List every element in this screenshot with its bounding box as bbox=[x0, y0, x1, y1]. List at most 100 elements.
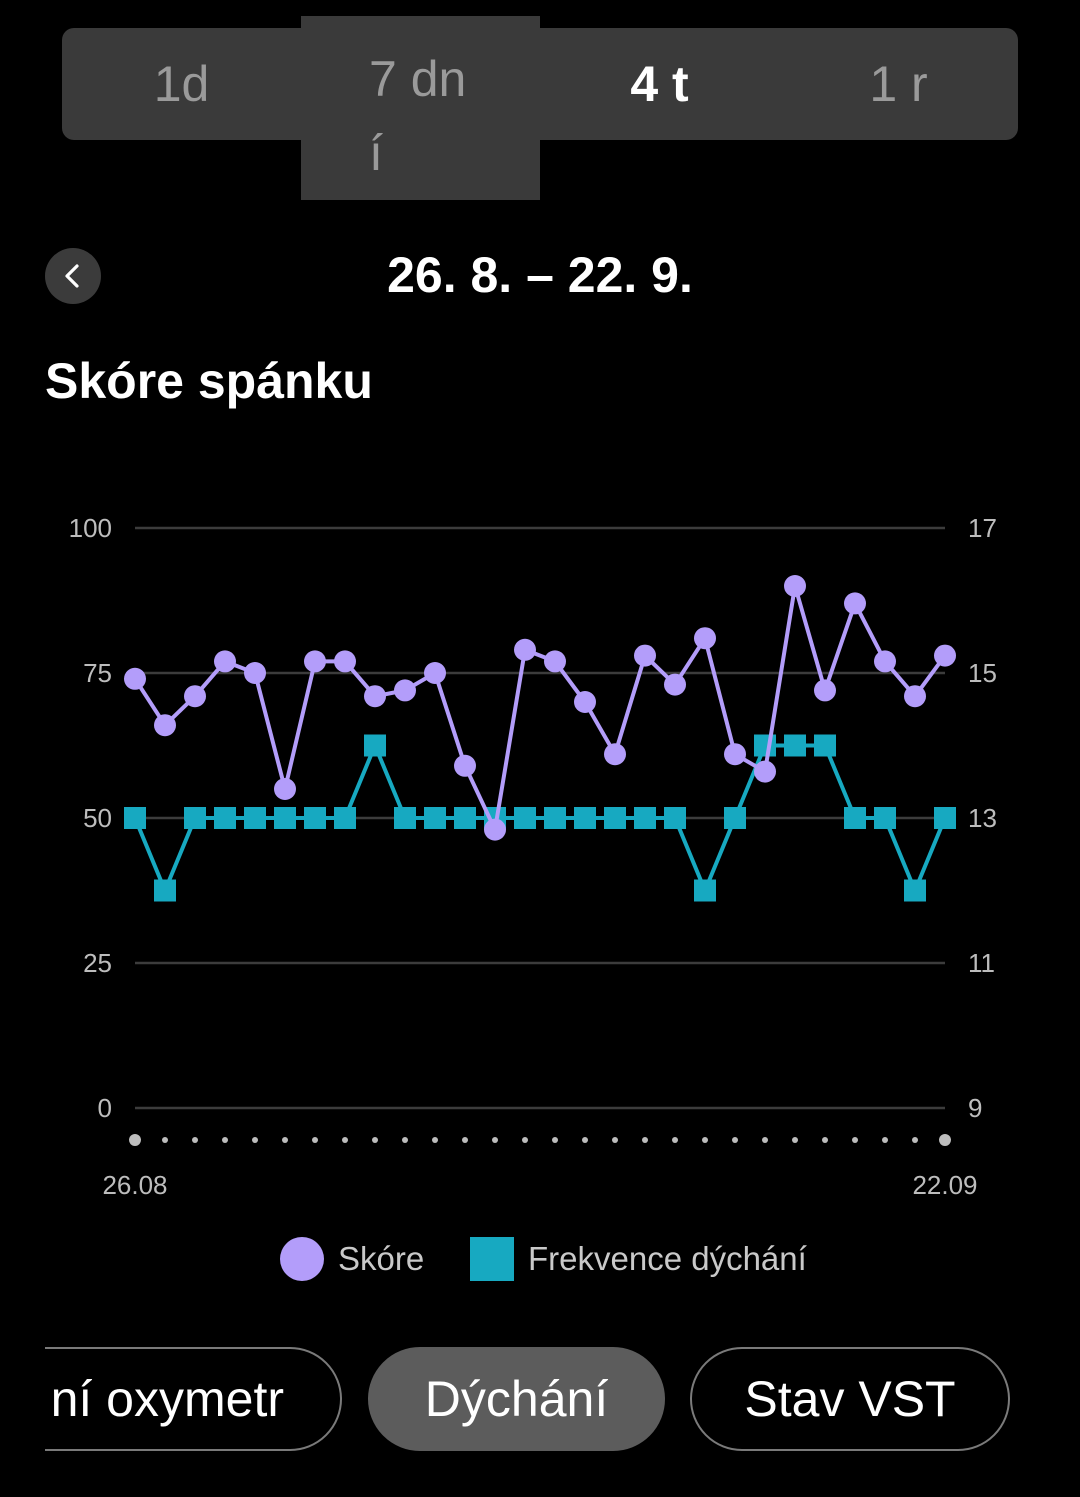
sleep-score-point bbox=[844, 592, 866, 615]
tab-breathing-label: Dýchání bbox=[424, 1371, 609, 1427]
right-axis-tick-label: 13 bbox=[968, 803, 997, 833]
tab-breathing[interactable]: Dýchání bbox=[368, 1347, 665, 1451]
x-axis-tick-dot bbox=[342, 1137, 348, 1143]
left-axis-tick-label: 50 bbox=[83, 803, 112, 833]
breathing-rate-point bbox=[364, 734, 386, 757]
x-axis-tick-dot bbox=[882, 1137, 888, 1143]
x-axis-end-label: 22.09 bbox=[912, 1170, 977, 1200]
legend-score-label: Skóre bbox=[338, 1240, 425, 1277]
breathing-rate-point bbox=[754, 734, 776, 757]
sleep-score-point bbox=[724, 743, 746, 766]
x-axis-tick-dot bbox=[522, 1137, 528, 1143]
x-axis-tick-dot bbox=[552, 1137, 558, 1143]
tab-hrv-status-label: Stav VST bbox=[744, 1371, 956, 1427]
tab-hrv-status[interactable]: Stav VST bbox=[690, 1347, 1010, 1451]
x-axis-tick-dot bbox=[762, 1137, 768, 1143]
breathing-rate-point bbox=[214, 807, 236, 829]
x-axis-tick-dot bbox=[252, 1137, 258, 1143]
right-axis-tick-label: 11 bbox=[968, 948, 995, 978]
x-axis-tick-dot bbox=[402, 1137, 408, 1143]
x-axis-tick-dot bbox=[939, 1134, 951, 1146]
breathing-rate-point bbox=[544, 807, 566, 829]
sleep-score-point bbox=[454, 754, 476, 777]
legend-breathing-rate: Frekvence dýchání bbox=[470, 1234, 807, 1284]
x-axis-tick-dot bbox=[612, 1137, 618, 1143]
x-axis-tick-dot bbox=[312, 1137, 318, 1143]
sleep-score-point bbox=[544, 650, 566, 673]
x-axis-tick-dot bbox=[492, 1137, 498, 1143]
legend-breathing-label: Frekvence dýchání bbox=[528, 1240, 807, 1277]
breathing-rate-point bbox=[124, 807, 146, 829]
sleep-score-point bbox=[304, 650, 326, 673]
legend-score: Skóre bbox=[280, 1234, 424, 1284]
x-axis-tick-dot bbox=[282, 1137, 288, 1143]
sleep-score-chart: 0 25 50 75 100 9 11 13 15 17 26.08 22.09 bbox=[69, 513, 997, 1200]
left-axis-tick-label: 25 bbox=[83, 948, 112, 978]
breathing-rate-point bbox=[604, 807, 626, 829]
sleep-score-point bbox=[904, 685, 926, 708]
tab-4-weeks[interactable]: 4 t bbox=[630, 56, 689, 112]
breathing-rate-point bbox=[874, 807, 896, 829]
breathing-rate-point bbox=[934, 807, 956, 829]
breathing-rate-point bbox=[304, 807, 326, 829]
sleep-score-point bbox=[634, 644, 656, 667]
x-axis-tick-dot bbox=[432, 1137, 438, 1143]
section-title: Skóre spánku bbox=[45, 353, 373, 409]
sleep-score-point bbox=[484, 818, 506, 841]
tab-7-days[interactable]: 7 dn í bbox=[301, 16, 540, 188]
x-axis-tick-dot bbox=[642, 1137, 648, 1143]
tab-blood-oximeter[interactable]: ní oxymetr bbox=[0, 1347, 342, 1451]
sleep-score-point bbox=[934, 644, 956, 667]
x-axis-tick-dot bbox=[192, 1137, 198, 1143]
left-axis-tick-label: 100 bbox=[69, 513, 112, 543]
sleep-score-point bbox=[394, 679, 416, 702]
square-marker-icon bbox=[470, 1237, 514, 1281]
breathing-rate-point bbox=[694, 879, 716, 902]
x-axis-start-label: 26.08 bbox=[102, 1170, 167, 1200]
sleep-score-point bbox=[754, 760, 776, 783]
x-axis-tick-dot bbox=[822, 1137, 828, 1143]
breathing-rate-point bbox=[334, 807, 356, 829]
tab-7-days-label-line2: í bbox=[369, 125, 383, 181]
x-axis-tick-dot bbox=[372, 1137, 378, 1143]
sleep-score-point bbox=[154, 714, 176, 737]
x-axis-tick-dot bbox=[462, 1137, 468, 1143]
breathing-rate-point bbox=[514, 807, 536, 829]
right-axis-tick-label: 15 bbox=[968, 658, 997, 688]
x-axis-tick-dot bbox=[912, 1137, 918, 1143]
chevron-left-icon bbox=[65, 264, 79, 288]
left-axis-tick-label: 75 bbox=[83, 658, 112, 688]
breathing-rate-point bbox=[814, 734, 836, 757]
tab-1-year[interactable]: 1 r bbox=[869, 56, 928, 112]
breathing-rate-line bbox=[133, 743, 947, 893]
breathing-rate-point bbox=[904, 879, 926, 902]
sleep-score-point bbox=[334, 650, 356, 673]
tab-7-days-label-line1: 7 dn bbox=[369, 51, 467, 107]
sleep-score-point bbox=[274, 778, 296, 800]
x-axis-tick-dot bbox=[852, 1137, 858, 1143]
sleep-score-point bbox=[604, 743, 626, 766]
breathing-rate-point bbox=[394, 807, 416, 829]
previous-range-button[interactable] bbox=[45, 248, 101, 304]
date-range: 26. 8. – 22. 9. bbox=[387, 247, 693, 303]
x-axis-tick-dot bbox=[792, 1137, 798, 1143]
x-axis-tick-dot bbox=[672, 1137, 678, 1143]
sleep-score-point bbox=[424, 662, 446, 684]
x-axis-tick-dot bbox=[222, 1137, 228, 1143]
period-tabs: 1d 7 dn í 4 t 1 r bbox=[62, 16, 1018, 188]
tab-1-day[interactable]: 1d bbox=[153, 56, 210, 112]
breathing-rate-point bbox=[844, 807, 866, 829]
x-axis-tick-dot bbox=[732, 1137, 738, 1143]
breathing-rate-point bbox=[574, 807, 596, 829]
chart-legend: Skóre Frekvence dýchání bbox=[0, 1234, 1080, 1284]
scroll-edge bbox=[0, 1340, 45, 1460]
sleep-score-point bbox=[124, 667, 146, 690]
breathing-rate-point bbox=[724, 807, 746, 829]
breathing-rate-point bbox=[634, 807, 656, 829]
breathing-rate-point bbox=[154, 879, 176, 902]
breathing-rate-point bbox=[274, 807, 296, 829]
breathing-rate-point bbox=[454, 807, 476, 829]
sleep-score-point bbox=[874, 650, 896, 673]
breathing-rate-point bbox=[184, 807, 206, 829]
breathing-rate-point bbox=[664, 807, 686, 829]
